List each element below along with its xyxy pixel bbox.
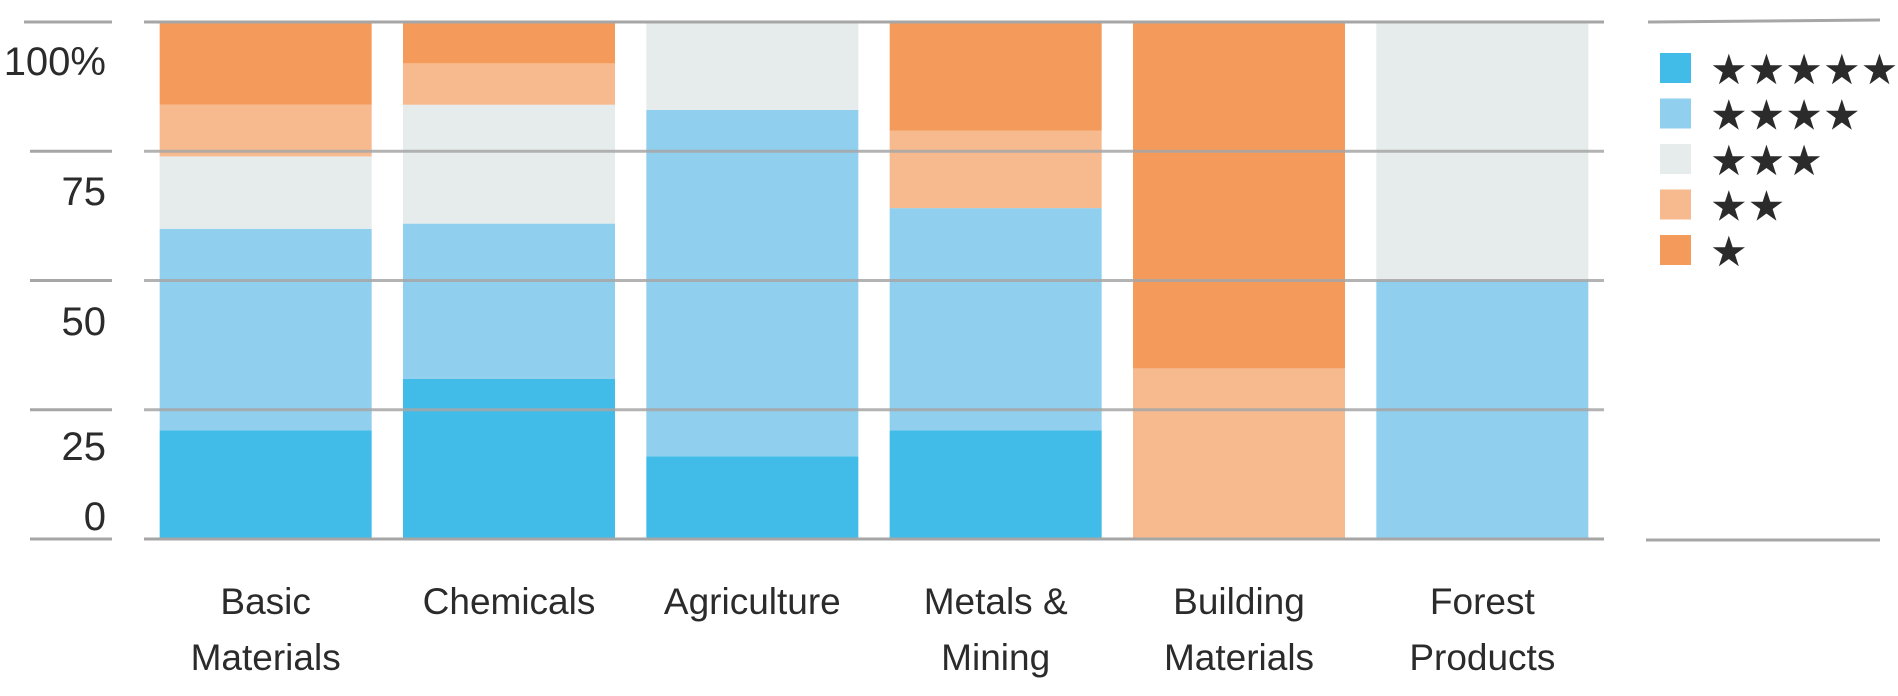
legend-top-rule (1647, 18, 1881, 24)
bar-segment-1 (159, 430, 372, 539)
category-label: Forest Products (1409, 581, 1555, 678)
x-axis: Basic Materials Chemicals Agriculture Metals… (191, 581, 1556, 678)
category-label-line: Basic (220, 581, 310, 622)
legend-swatch (1660, 98, 1691, 129)
bar-segment-5 (1133, 22, 1345, 369)
bar-segment-3 (159, 156, 372, 229)
legend-label-star-icons: ★★ (1710, 183, 1785, 230)
y-tick-label: 25 (62, 425, 107, 469)
category-label-line: Building (1173, 581, 1305, 622)
bar-segment-1 (889, 430, 1102, 539)
bar-segment-3 (646, 22, 859, 110)
bar-segment-2 (159, 228, 372, 431)
bar-segment-4 (1133, 368, 1345, 539)
category-label: Building Materials (1164, 581, 1314, 678)
category-label-line: Materials (1164, 637, 1314, 678)
bar-segment-5 (889, 22, 1102, 131)
category-label-line: Materials (191, 637, 341, 678)
y-tick-label: 75 (62, 170, 107, 214)
bar-segment-5 (159, 22, 372, 105)
bar-segment-2 (646, 109, 859, 457)
legend-label-star-icons: ★★★ (1710, 137, 1823, 184)
legend-label-star-icons: ★★★★★ (1710, 46, 1898, 93)
category-label: Metals & Mining (924, 581, 1068, 678)
bar-segment-5 (403, 22, 615, 64)
y-tick-label: 100% (4, 40, 106, 84)
bar-segment-4 (403, 63, 615, 105)
category-label: Basic Materials (191, 581, 341, 678)
legend-swatch (1660, 144, 1691, 174)
y-tick-label: 50 (62, 300, 107, 344)
category-label-line: Agriculture (664, 581, 841, 622)
bar-segment-1 (646, 456, 859, 539)
bar-segment-1 (403, 378, 615, 539)
legend-swatch (1660, 235, 1691, 265)
legend-swatch (1660, 189, 1691, 220)
legend-label-star-icons: ★ (1710, 228, 1748, 275)
bars-layer (159, 22, 1589, 539)
category-label-line: Forest (1430, 581, 1536, 622)
category-label-line: Products (1409, 637, 1555, 678)
bar-segment-2 (889, 208, 1102, 431)
y-tick-label: 0 (84, 495, 106, 539)
legend-swatch (1660, 53, 1691, 83)
y-axis: 0 25 50 75 100% (4, 20, 112, 541)
gridlines (144, 20, 1604, 541)
bar-segment-2 (403, 223, 615, 379)
category-label-line: Mining (941, 637, 1050, 678)
legend: ★★★★★★★★★★★★★★★ (1646, 18, 1898, 542)
category-label: Chemicals (423, 581, 596, 622)
category-label-line: Chemicals (423, 581, 596, 622)
bar-segment-4 (889, 130, 1102, 209)
legend-label-star-icons: ★★★★ (1710, 92, 1861, 139)
category-label-line: Metals & (924, 581, 1068, 622)
bar-segment-3 (403, 104, 615, 224)
category-label: Agriculture (664, 581, 841, 622)
bar-segment-4 (159, 104, 372, 157)
